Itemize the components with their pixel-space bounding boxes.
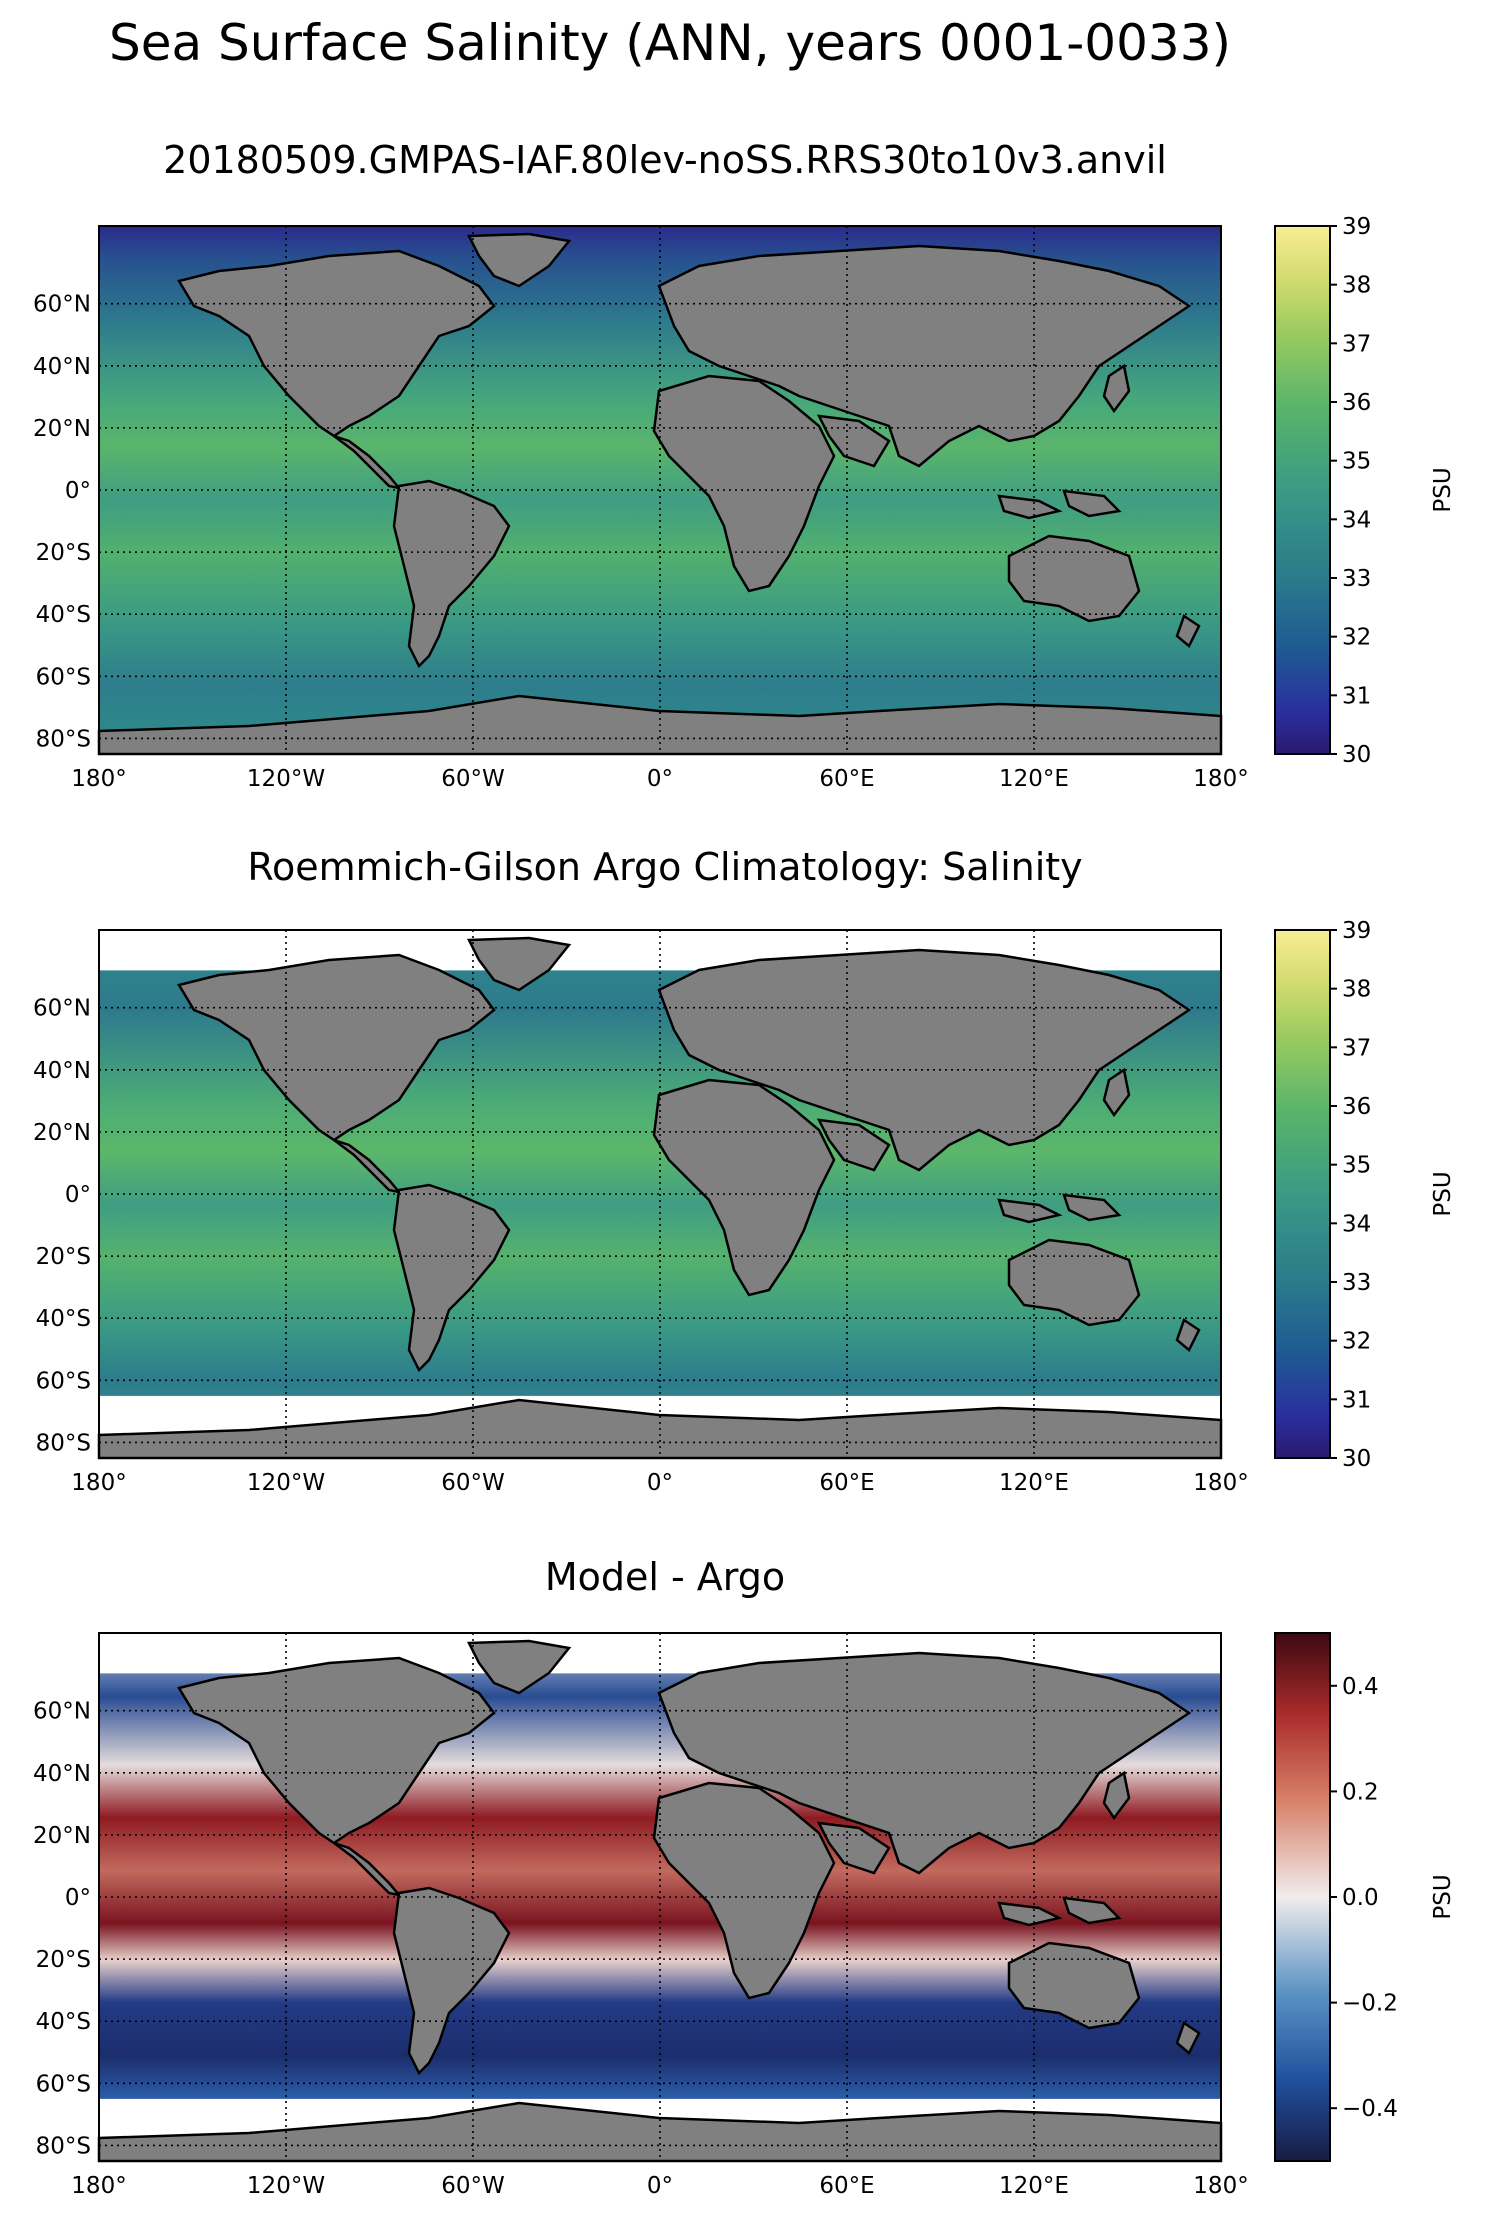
- colorbar-label: PSU: [1430, 1171, 1456, 1216]
- x-tick-label: 60°W: [441, 1470, 505, 1496]
- y-tick-label: 60°S: [36, 1368, 91, 1394]
- colorbar-1: 30 31 32 33 34 35 36 37 38 39 PSU: [1274, 214, 1456, 768]
- colorbar-gradient: [1274, 1632, 1331, 2162]
- y-tick-label: 0°: [65, 478, 91, 504]
- colorbar-tick-label: 30: [1342, 1446, 1371, 1472]
- x-tick-label: 60°E: [819, 2173, 874, 2199]
- x-tick-label: 180°: [71, 1470, 126, 1496]
- colorbar-tick-label: 31: [1342, 1387, 1371, 1413]
- colorbar-gradient: [1274, 929, 1331, 1459]
- y-tick-label: 20°S: [36, 540, 91, 566]
- x-tick-label: 180°: [71, 766, 126, 792]
- colorbar-tick-label: 35: [1342, 1153, 1371, 1179]
- colorbar-tick-label: 32: [1342, 1329, 1371, 1355]
- y-tick-label: 0°: [65, 1885, 91, 1911]
- y-tick-label: 20°S: [36, 1947, 91, 1973]
- y-tick-label: 60°S: [36, 2071, 91, 2097]
- x-tick-label: 180°: [1193, 2173, 1248, 2199]
- gridlines: [99, 1633, 1221, 2161]
- colorbar-tick-label: 38: [1342, 273, 1371, 299]
- x-tick-label: 0°: [647, 766, 673, 792]
- colorbar-gradient: [1274, 225, 1331, 755]
- colorbar-tick-label: −0.2: [1342, 1991, 1398, 2017]
- map-frame: [98, 225, 1222, 755]
- figure-title: Sea Surface Salinity (ANN, years 0001-00…: [108, 14, 1232, 72]
- x-tick-label: 60°W: [441, 766, 505, 792]
- colorbar-3: 0.4 0.2 0.0 −0.2 −0.4 PSU: [1274, 1632, 1456, 2162]
- colorbar-tick-label: 34: [1342, 507, 1371, 533]
- colorbar-tick-label: 37: [1342, 1035, 1371, 1061]
- map-panel-1: 180° 120°W 60°W 0° 60°E 120°E 180° 60°N 40°N 20°N…: [33, 225, 1249, 792]
- colorbar-tick-label: 0.4: [1342, 1674, 1379, 1700]
- y-tick-label: 40°N: [33, 1761, 91, 1787]
- x-tick-label: 0°: [647, 2173, 673, 2199]
- colorbar-tick-label: 39: [1342, 214, 1371, 240]
- x-tick-label: 120°E: [999, 1470, 1069, 1496]
- x-tick-label: 120°W: [247, 2173, 325, 2199]
- x-tick-label: 120°E: [999, 766, 1069, 792]
- colorbar-label: PSU: [1430, 467, 1456, 512]
- y-tick-label: 40°S: [36, 2009, 91, 2035]
- colorbar-tick-label: 32: [1342, 625, 1371, 651]
- y-tick-label: 60°S: [36, 664, 91, 690]
- y-tick-label: 40°S: [36, 602, 91, 628]
- gridlines: [99, 930, 1221, 1458]
- colorbar-tick-label: 33: [1342, 1270, 1371, 1296]
- x-tick-label: 120°W: [247, 1470, 325, 1496]
- y-tick-label: 20°N: [33, 1823, 91, 1849]
- colorbar-tick-label: 35: [1342, 449, 1371, 475]
- x-tick-label: 180°: [1193, 1470, 1248, 1496]
- y-tick-label: 80°S: [36, 1430, 91, 1456]
- map-panel-2: 180° 120°W 60°W 0° 60°E 120°E 180° 60°N 40°N 20°N…: [33, 929, 1249, 1496]
- y-tick-label: 40°N: [33, 1058, 91, 1084]
- gridlines: [99, 226, 1221, 754]
- map-frame: [98, 929, 1222, 1459]
- x-tick-label: 60°W: [441, 2173, 505, 2199]
- y-tick-label: 0°: [65, 1182, 91, 1208]
- y-tick-label: 60°N: [33, 996, 91, 1022]
- x-tick-label: 60°E: [819, 1470, 874, 1496]
- colorbar-tick-label: 38: [1342, 977, 1371, 1003]
- x-tick-label: 120°W: [247, 766, 325, 792]
- y-tick-label: 20°S: [36, 1244, 91, 1270]
- y-tick-label: 20°N: [33, 1120, 91, 1146]
- colorbar-tick-label: 39: [1342, 918, 1371, 944]
- map-frame: [98, 1632, 1222, 2162]
- y-tick-label: 60°N: [33, 1699, 91, 1725]
- colorbar-2: 30 31 32 33 34 35 36 37 38 39 PSU: [1274, 918, 1456, 1472]
- colorbar-tick-label: 37: [1342, 331, 1371, 357]
- colorbar-tick-label: 31: [1342, 683, 1371, 709]
- x-tick-label: 60°E: [819, 766, 874, 792]
- colorbar-tick-label: 36: [1342, 1094, 1371, 1120]
- colorbar-tick-label: 33: [1342, 566, 1371, 592]
- colorbar-tick-label: 30: [1342, 742, 1371, 768]
- colorbar-tick-label: 36: [1342, 390, 1371, 416]
- x-tick-label: 120°E: [999, 2173, 1069, 2199]
- colorbar-tick-label: −0.4: [1342, 2096, 1398, 2122]
- x-tick-label: 0°: [647, 1470, 673, 1496]
- panel-1-title: 20180509.GMPAS-IAF.80lev-noSS.RRS30to10v…: [163, 138, 1167, 182]
- y-tick-label: 80°S: [36, 726, 91, 752]
- colorbar-tick-label: 34: [1342, 1211, 1371, 1237]
- panel-2-title: Roemmich-Gilson Argo Climatology: Salini…: [247, 845, 1083, 889]
- map-panel-3: 180° 120°W 60°W 0° 60°E 120°E 180° 60°N 40°N 20°N…: [33, 1632, 1249, 2199]
- y-tick-label: 40°N: [33, 354, 91, 380]
- y-tick-label: 60°N: [33, 292, 91, 318]
- colorbar-tick-label: 0.2: [1342, 1779, 1379, 1805]
- y-tick-label: 80°S: [36, 2133, 91, 2159]
- panel-3-title: Model - Argo: [544, 1555, 786, 1599]
- colorbar-label: PSU: [1430, 1874, 1456, 1919]
- y-tick-label: 40°S: [36, 1306, 91, 1332]
- y-tick-label: 20°N: [33, 416, 91, 442]
- colorbar-tick-label: 0.0: [1342, 1885, 1379, 1911]
- x-tick-label: 180°: [71, 2173, 126, 2199]
- x-tick-label: 180°: [1193, 766, 1248, 792]
